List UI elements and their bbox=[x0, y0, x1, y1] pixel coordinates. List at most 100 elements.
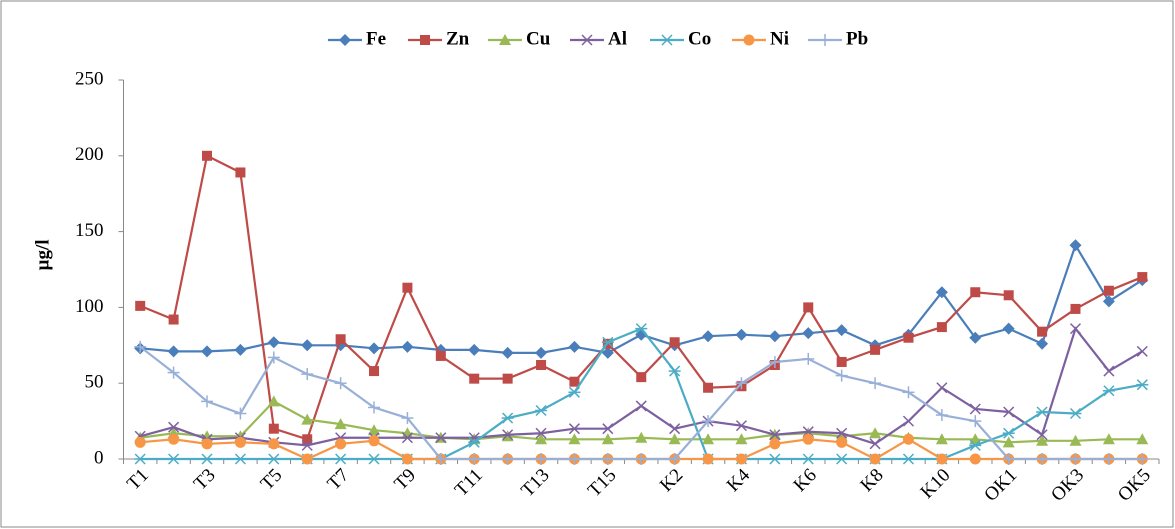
marker-shape bbox=[1103, 285, 1114, 296]
marker-shape bbox=[702, 330, 715, 343]
point bbox=[869, 427, 882, 439]
marker-shape bbox=[835, 324, 848, 337]
point bbox=[334, 377, 347, 390]
marker-stroke bbox=[1003, 406, 1015, 418]
point bbox=[835, 453, 848, 465]
marker-shape bbox=[936, 453, 948, 465]
marker-shape bbox=[420, 35, 430, 45]
point bbox=[802, 327, 815, 340]
point bbox=[1102, 385, 1115, 397]
point bbox=[569, 376, 580, 387]
point bbox=[339, 34, 351, 46]
point bbox=[568, 423, 580, 435]
point bbox=[368, 342, 381, 355]
point bbox=[936, 453, 948, 465]
point bbox=[735, 377, 748, 390]
point bbox=[1036, 406, 1049, 418]
point bbox=[468, 343, 481, 356]
marker-shape bbox=[935, 433, 948, 445]
y-tick-label: 150 bbox=[75, 220, 104, 241]
point bbox=[267, 351, 280, 364]
point bbox=[869, 438, 881, 450]
point bbox=[535, 427, 547, 439]
marker-stroke bbox=[468, 432, 480, 444]
marker-shape bbox=[1069, 434, 1082, 446]
point bbox=[368, 424, 381, 436]
point bbox=[401, 453, 413, 465]
marker-shape bbox=[302, 434, 313, 445]
marker-stroke bbox=[168, 421, 180, 433]
point bbox=[1036, 453, 1049, 465]
point bbox=[869, 453, 881, 465]
marker-stroke bbox=[568, 423, 580, 435]
marker-shape bbox=[201, 345, 214, 358]
marker-stroke bbox=[1069, 323, 1082, 335]
point bbox=[1036, 429, 1048, 441]
point bbox=[334, 453, 347, 465]
marker-shape bbox=[301, 453, 313, 465]
point bbox=[936, 322, 947, 333]
point bbox=[902, 415, 915, 427]
marker-shape bbox=[569, 376, 580, 387]
point bbox=[635, 400, 647, 412]
marker-shape bbox=[702, 453, 714, 465]
point bbox=[1069, 323, 1082, 335]
marker-stroke bbox=[535, 427, 547, 439]
marker-shape bbox=[969, 331, 982, 344]
point bbox=[335, 438, 347, 450]
marker-shape bbox=[1002, 436, 1015, 448]
point bbox=[769, 429, 781, 441]
point bbox=[235, 167, 246, 178]
point bbox=[267, 395, 280, 407]
marker-shape bbox=[969, 453, 981, 465]
marker-shape bbox=[1102, 295, 1115, 308]
point bbox=[368, 453, 381, 465]
marker-shape bbox=[836, 436, 848, 448]
point bbox=[1136, 379, 1149, 391]
point bbox=[234, 343, 247, 356]
marker-shape bbox=[735, 453, 747, 465]
point bbox=[1136, 453, 1149, 465]
point bbox=[802, 352, 815, 365]
point bbox=[1036, 337, 1049, 350]
legend-label: Fe bbox=[366, 28, 386, 49]
marker-shape bbox=[235, 167, 246, 178]
point bbox=[1003, 406, 1015, 418]
point bbox=[402, 282, 413, 293]
marker-stroke bbox=[1136, 345, 1148, 357]
point bbox=[1103, 285, 1114, 296]
point bbox=[368, 401, 381, 414]
point bbox=[234, 436, 246, 448]
marker-shape bbox=[1137, 272, 1148, 283]
marker-shape bbox=[401, 453, 413, 465]
point bbox=[601, 346, 614, 359]
point bbox=[1069, 239, 1082, 252]
point bbox=[168, 314, 179, 325]
y-tick-label: 250 bbox=[75, 68, 104, 89]
point bbox=[668, 453, 681, 465]
point bbox=[301, 439, 313, 451]
point bbox=[768, 330, 781, 343]
point bbox=[935, 286, 948, 299]
point bbox=[368, 435, 380, 447]
point bbox=[1069, 407, 1082, 420]
marker-shape bbox=[1002, 322, 1015, 335]
marker-shape bbox=[334, 418, 347, 430]
point bbox=[735, 453, 747, 465]
marker-shape bbox=[535, 433, 548, 445]
point bbox=[803, 302, 814, 313]
point bbox=[769, 438, 781, 450]
point bbox=[502, 373, 513, 384]
legend-label: Cu bbox=[526, 28, 551, 49]
marker-shape bbox=[902, 433, 914, 445]
marker-shape bbox=[668, 433, 681, 445]
point bbox=[335, 334, 346, 345]
marker-stroke bbox=[836, 427, 848, 439]
point bbox=[836, 427, 848, 439]
point bbox=[1002, 427, 1015, 439]
point bbox=[802, 453, 815, 465]
point bbox=[936, 382, 948, 394]
marker-shape bbox=[402, 282, 413, 293]
marker-shape bbox=[267, 395, 280, 407]
